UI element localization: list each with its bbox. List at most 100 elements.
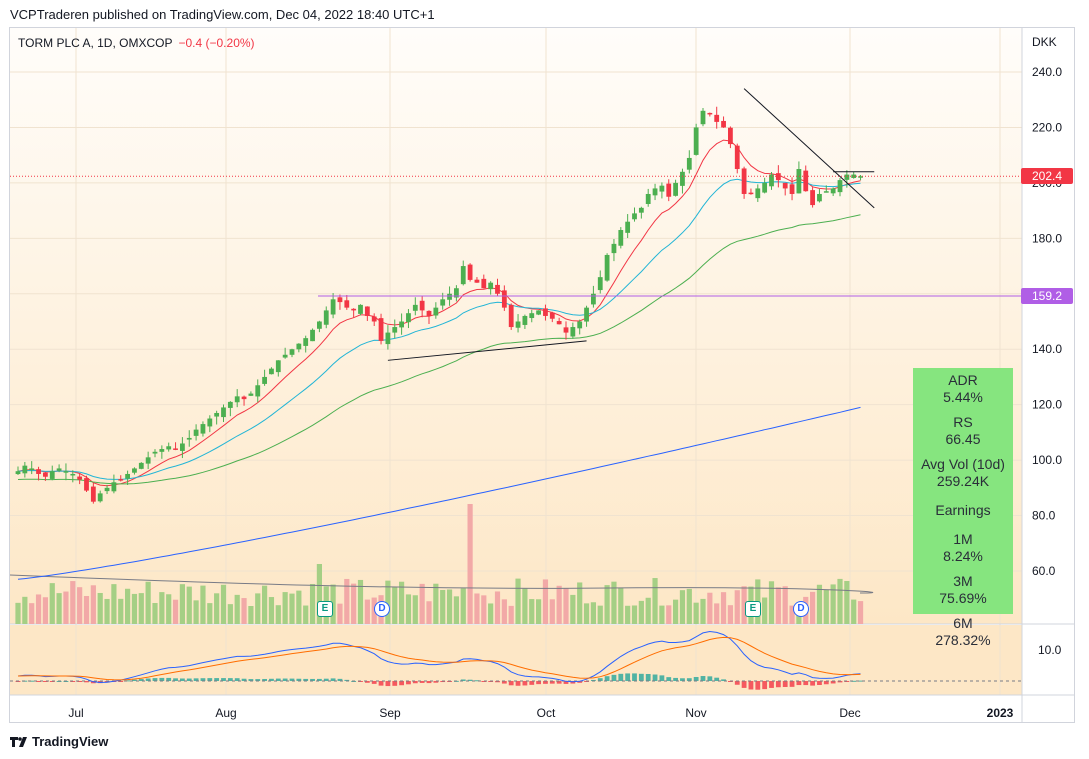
tradingview-footer[interactable]: TradingView [10, 734, 108, 749]
oscillator-histogram-bar [693, 676, 699, 681]
candlesticks[interactable] [15, 106, 863, 504]
candle-body [234, 396, 240, 403]
oscillator-histogram-bar [426, 681, 432, 684]
trendlines[interactable] [10, 88, 1022, 361]
candle-body [43, 472, 48, 477]
candle-body [255, 385, 261, 397]
oscillator-histogram-bar [385, 681, 391, 687]
volume-bar [570, 594, 576, 624]
price-axis[interactable]: 60.080.0100.0120.0140.0160.0180.0200.022… [1032, 65, 1062, 578]
sma200-line [17, 406, 861, 580]
time-axis[interactable]: Jul Aug Sep Oct Nov Dec 2023 [68, 706, 1013, 720]
candle-body [145, 457, 151, 464]
volume-bar [659, 605, 665, 624]
volume-bar [556, 585, 562, 624]
oscillator-histogram-bar [529, 681, 535, 685]
volume-bar [111, 584, 117, 624]
x-tick-label: Dec [839, 706, 860, 720]
oscillator-tick-label: 10.0 [1038, 643, 1062, 657]
volume-bar [97, 592, 103, 624]
candle-body [570, 327, 576, 337]
candle-body [351, 308, 357, 311]
volume-bar [508, 605, 514, 624]
volume-bar [337, 603, 343, 624]
volume-bar [453, 596, 459, 624]
x-tick-label: 2023 [987, 706, 1014, 720]
chart-frame[interactable]: 10.0 60.080.0100.0120.0140.0160.0180.020… [9, 27, 1075, 723]
volume-bar [200, 585, 206, 624]
candle-body [406, 313, 411, 323]
oscillator-histogram-bar [467, 679, 473, 681]
volume-bar [405, 594, 412, 624]
perf-1m-value: 8.24% [943, 548, 983, 564]
candle-body [207, 418, 213, 427]
candle-body [269, 368, 274, 375]
volume-bar [412, 595, 418, 624]
candle-body [501, 290, 507, 308]
candle-body [817, 193, 822, 202]
dividend-event-icon[interactable]: D [374, 601, 390, 617]
volume-bar [131, 593, 138, 624]
oscillator-histogram-bar [227, 678, 233, 681]
volume-bar [851, 599, 857, 624]
symbol-legend[interactable]: TORM PLC A, 1D, OMXCOP −0.4 (−0.20%) [18, 36, 255, 50]
oscillator-histogram-bar [200, 678, 206, 681]
footer-brand: TradingView [32, 734, 109, 749]
candle-body [632, 213, 637, 220]
oscillator-histogram-bar [138, 679, 144, 681]
candle-body [728, 127, 733, 145]
candle-body [447, 293, 452, 300]
volume-bar [268, 597, 275, 624]
candle-body [762, 182, 768, 193]
level-price-tag: 159.2 [1021, 288, 1073, 304]
oscillator-histogram-bar [269, 678, 274, 681]
candle-body [755, 188, 761, 199]
currency-label: DKK [1032, 35, 1057, 49]
earnings-label: Earnings [935, 502, 991, 518]
candle-body [378, 318, 384, 341]
oscillator-histogram-bar [248, 679, 254, 681]
dividend-event-icon[interactable]: D [793, 601, 809, 617]
oscillator-histogram-bar [460, 679, 466, 681]
volume-bar [720, 592, 727, 624]
volume-bar [241, 598, 247, 624]
earnings-event-icon[interactable]: E [745, 601, 761, 617]
oscillator-histogram-bar [817, 681, 822, 686]
oscillator-histogram-bar [84, 681, 89, 683]
candle-body [125, 473, 130, 479]
candle-body [70, 473, 76, 476]
sma50-line [17, 214, 861, 485]
oscillator-histogram-bar [543, 681, 548, 684]
volume-ma-line [10, 574, 874, 594]
volume-bar [63, 591, 69, 624]
candle-body [111, 482, 117, 492]
candle-body [536, 310, 541, 315]
volume-bar [186, 586, 192, 624]
oscillator-histogram-bar [536, 681, 541, 685]
perf-6m-value: 278.32% [935, 632, 991, 648]
oscillator-histogram-bar [214, 678, 220, 681]
candle-body [543, 308, 548, 316]
candle-body [467, 264, 473, 280]
candle-body [344, 300, 350, 308]
candle-body [488, 282, 494, 290]
oscillator-histogram-bar [686, 678, 692, 681]
earnings-event-icon[interactable]: E [317, 601, 333, 617]
oscillator-histogram-bar [508, 681, 514, 686]
oscillator-histogram-bar [666, 677, 672, 681]
candle-body [844, 174, 850, 180]
volume-bar [234, 594, 240, 624]
candle-body [289, 349, 295, 355]
candle-body [645, 193, 651, 204]
volume-bar [440, 589, 446, 624]
oscillator-histogram-bar [714, 677, 720, 681]
ema-mid-line [17, 178, 861, 480]
candle-body [399, 321, 404, 328]
volume-bar [542, 579, 549, 624]
candle-body [529, 313, 535, 319]
candle-body [303, 338, 309, 346]
candle-body [454, 288, 459, 298]
oscillator-histogram-bar [495, 681, 500, 683]
volume-bar [248, 605, 254, 624]
oscillator-histogram-bar [638, 673, 644, 681]
